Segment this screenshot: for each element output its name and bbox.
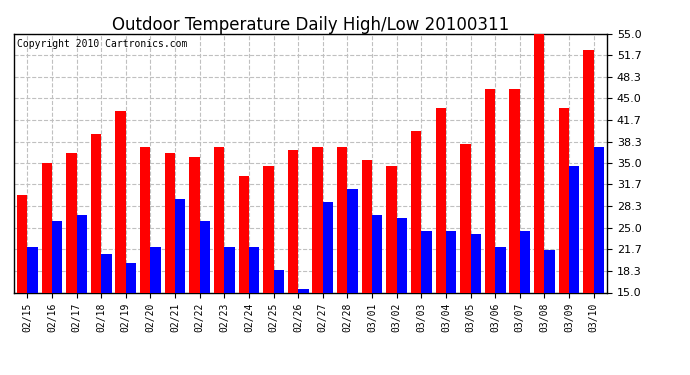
Bar: [544, 251, 555, 292]
Bar: [559, 108, 569, 292]
Bar: [150, 247, 161, 292]
Bar: [593, 147, 604, 292]
Bar: [495, 247, 506, 292]
Bar: [239, 176, 249, 292]
Bar: [189, 157, 199, 292]
Bar: [175, 199, 186, 292]
Bar: [199, 221, 210, 292]
Bar: [471, 234, 481, 292]
Bar: [583, 50, 593, 292]
Bar: [422, 231, 432, 292]
Bar: [273, 270, 284, 292]
Bar: [386, 166, 397, 292]
Bar: [263, 166, 273, 292]
Bar: [372, 215, 382, 292]
Bar: [362, 160, 372, 292]
Bar: [214, 147, 224, 292]
Bar: [224, 247, 235, 292]
Bar: [348, 189, 358, 292]
Bar: [249, 247, 259, 292]
Bar: [115, 111, 126, 292]
Bar: [460, 144, 471, 292]
Bar: [446, 231, 456, 292]
Bar: [91, 134, 101, 292]
Bar: [288, 150, 298, 292]
Bar: [298, 289, 308, 292]
Bar: [520, 231, 530, 292]
Bar: [28, 247, 38, 292]
Bar: [66, 153, 77, 292]
Bar: [126, 263, 136, 292]
Bar: [337, 147, 348, 292]
Bar: [52, 221, 62, 292]
Bar: [140, 147, 150, 292]
Bar: [569, 166, 580, 292]
Bar: [411, 131, 422, 292]
Bar: [17, 195, 28, 292]
Bar: [534, 34, 544, 292]
Bar: [397, 218, 407, 292]
Title: Outdoor Temperature Daily High/Low 20100311: Outdoor Temperature Daily High/Low 20100…: [112, 16, 509, 34]
Bar: [435, 108, 446, 292]
Bar: [485, 89, 495, 292]
Bar: [165, 153, 175, 292]
Bar: [313, 147, 323, 292]
Bar: [323, 202, 333, 292]
Bar: [509, 89, 520, 292]
Text: Copyright 2010 Cartronics.com: Copyright 2010 Cartronics.com: [17, 39, 187, 49]
Bar: [101, 254, 112, 292]
Bar: [77, 215, 87, 292]
Bar: [41, 163, 52, 292]
